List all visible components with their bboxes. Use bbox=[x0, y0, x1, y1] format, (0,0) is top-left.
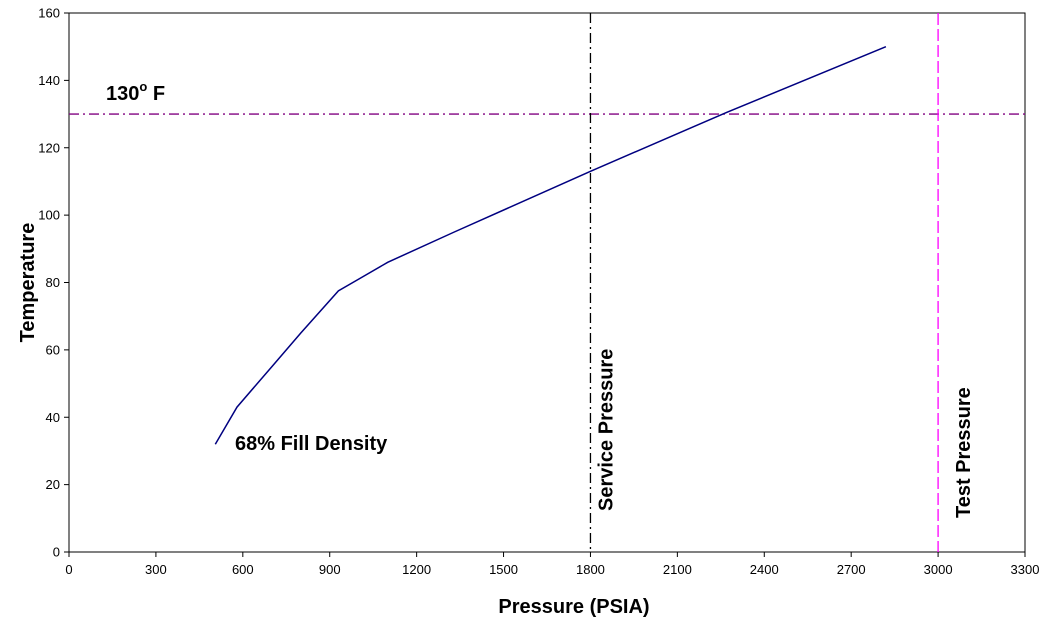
x-tick-label: 1800 bbox=[576, 562, 605, 577]
series-label: 68% Fill Density bbox=[235, 433, 388, 455]
y-tick-label: 20 bbox=[46, 477, 60, 492]
test-pressure-label: Test Pressure bbox=[953, 387, 975, 518]
series-line bbox=[214, 46, 887, 445]
x-tick-label: 2700 bbox=[837, 562, 866, 577]
x-tick-label: 1200 bbox=[402, 562, 431, 577]
horizontal-reference-label-superscript: o bbox=[139, 79, 147, 94]
y-tick-label: 160 bbox=[38, 6, 60, 21]
y-tick-label: 40 bbox=[46, 410, 60, 425]
plot-frame bbox=[68, 12, 1026, 553]
y-tick-label: 60 bbox=[46, 342, 60, 357]
x-tick-label: 2100 bbox=[663, 562, 692, 577]
x-tick-label: 0 bbox=[65, 562, 72, 577]
horizontal-reference-label-unit: F bbox=[147, 83, 165, 105]
x-tick-label: 300 bbox=[145, 562, 167, 577]
series-layer bbox=[214, 46, 887, 445]
y-axis-title: Temperature bbox=[17, 223, 39, 343]
x-tick-label: 1500 bbox=[489, 562, 518, 577]
y-tick-label: 140 bbox=[38, 73, 60, 88]
reference-lines bbox=[69, 13, 1025, 552]
x-tick-label: 900 bbox=[319, 562, 341, 577]
x-axis-title: Pressure (PSIA) bbox=[498, 596, 649, 618]
service-pressure-label: Service Pressure bbox=[595, 349, 617, 511]
axes: 0 300 600 900 1200 1500 1800 2100 2400 2700 3000 33… bbox=[38, 6, 1039, 578]
x-tick-label: 600 bbox=[232, 562, 254, 577]
annotations: 130o F 68% Fill Density Service Pressure… bbox=[106, 79, 975, 518]
horizontal-reference-label-main: 130 bbox=[106, 83, 139, 105]
x-tick-label: 3300 bbox=[1011, 562, 1040, 577]
x-tick-label: 3000 bbox=[924, 562, 953, 577]
y-tick-label: 120 bbox=[38, 140, 60, 155]
y-tick-label: 100 bbox=[38, 208, 60, 223]
plot-area bbox=[68, 12, 1026, 553]
y-tick-label: 0 bbox=[53, 545, 60, 560]
y-tick-label: 80 bbox=[46, 275, 60, 290]
horizontal-reference-label: 130o F bbox=[106, 79, 165, 105]
x-tick-label: 2400 bbox=[750, 562, 779, 577]
